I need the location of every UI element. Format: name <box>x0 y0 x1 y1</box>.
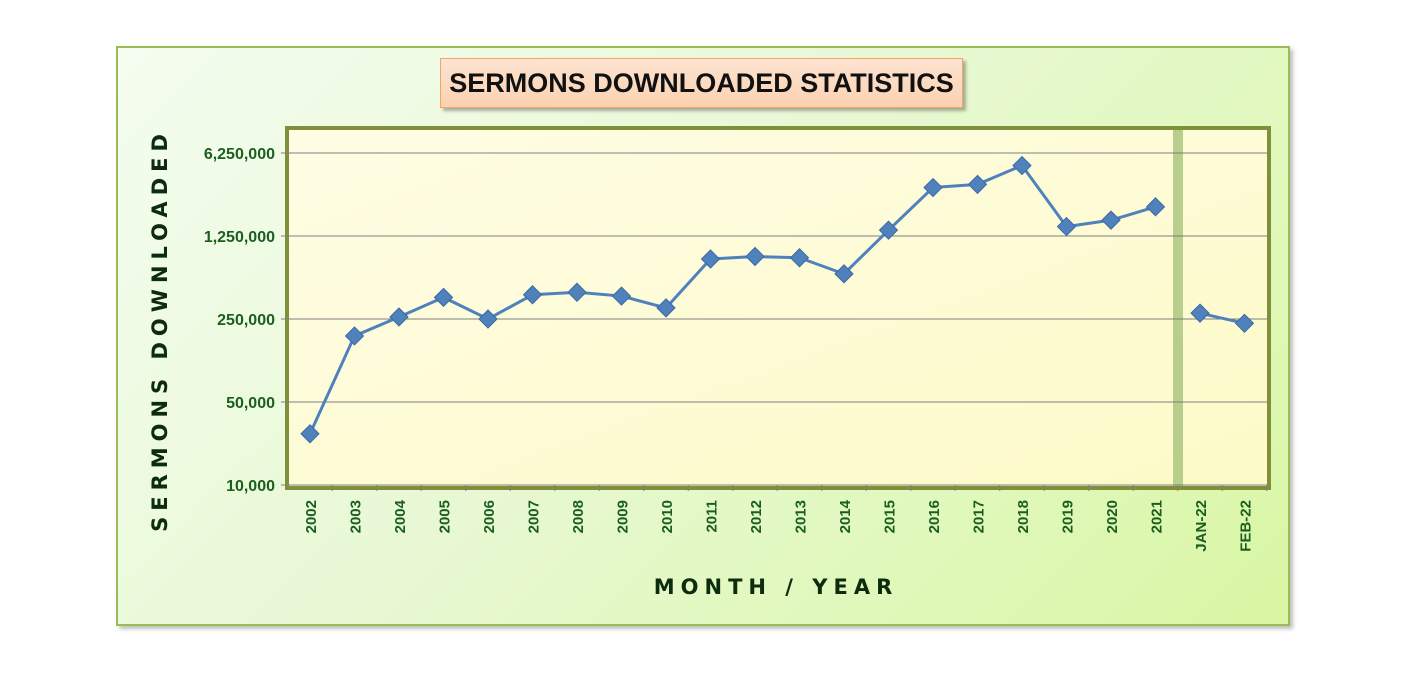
x-tick-label: 2021 <box>1149 500 1166 533</box>
plot-area <box>285 126 1271 490</box>
x-tick-label: 2020 <box>1104 500 1121 533</box>
x-tick-label: 2016 <box>926 500 943 533</box>
x-tick-label: 2018 <box>1015 500 1032 533</box>
y-tick-label: 250,000 <box>217 312 275 329</box>
data-point-marker <box>344 326 365 346</box>
data-point-marker <box>1145 197 1166 217</box>
x-tick-label: JAN-22 <box>1193 500 1210 552</box>
x-tick-label: 2004 <box>392 499 409 533</box>
series-markers <box>300 155 1255 444</box>
x-tick-label: 2010 <box>659 500 676 533</box>
x-tick-label: 2014 <box>837 499 854 533</box>
x-tick-label: 2017 <box>971 500 988 533</box>
x-tick-label: 2008 <box>570 500 587 533</box>
data-point-marker <box>1190 303 1210 323</box>
data-point-marker <box>967 174 988 195</box>
x-tick-label: 2015 <box>882 500 899 533</box>
y-tick-label: 6,250,000 <box>204 146 275 163</box>
y-axis-ticks: 10,000 50,000 250,000 1,250,000 6,250,000 <box>204 146 287 495</box>
data-point-marker <box>1012 155 1032 176</box>
y-tick-label: 10,000 <box>226 478 275 495</box>
data-point-marker <box>789 248 810 268</box>
x-tick-label: 2005 <box>437 500 454 533</box>
x-tick-label: 2006 <box>481 500 498 533</box>
series-break-band <box>1173 130 1183 486</box>
x-axis-title: MONTH / YEAR <box>654 575 899 599</box>
data-point-marker <box>433 287 454 308</box>
x-tick-label: 2019 <box>1060 500 1077 533</box>
data-point-marker <box>834 264 854 284</box>
data-point-marker <box>522 285 543 305</box>
data-point-marker <box>1101 210 1121 230</box>
x-tick-label: 2011 <box>704 500 721 533</box>
data-point-marker <box>389 307 409 327</box>
data-point-marker <box>300 424 320 444</box>
data-point-marker <box>700 249 721 269</box>
data-point-marker <box>567 282 587 302</box>
y-tick-label: 1,250,000 <box>204 229 275 246</box>
series-line-segment <box>308 164 1156 435</box>
data-point-marker <box>1056 216 1077 237</box>
x-tick-label: 2002 <box>303 500 320 533</box>
x-tick-label: 2012 <box>748 500 765 533</box>
x-tick-label: 2009 <box>615 500 632 533</box>
data-point-marker <box>1234 313 1255 334</box>
data-point-marker <box>923 177 943 198</box>
x-axis-ticks: 2002 2003 2004 2005 2006 2007 2008 2009 2010 2011… <box>303 485 1268 552</box>
x-tick-label: 2007 <box>526 500 543 533</box>
chart-title: SERMONS DOWNLOADED STATISTICS <box>440 58 963 108</box>
y-tick-label: 50,000 <box>226 395 275 412</box>
data-point-marker <box>878 220 899 240</box>
data-point-marker <box>611 286 632 306</box>
data-point-marker <box>478 309 498 329</box>
x-tick-label: 2013 <box>793 500 810 533</box>
gridlines <box>287 152 1269 486</box>
x-tick-label: FEB-22 <box>1238 500 1255 552</box>
y-axis-title: SERMONS DOWNLOADED <box>148 128 172 532</box>
data-point-marker <box>656 298 676 318</box>
x-tick-label: 2003 <box>348 500 365 533</box>
data-point-marker <box>745 246 765 267</box>
